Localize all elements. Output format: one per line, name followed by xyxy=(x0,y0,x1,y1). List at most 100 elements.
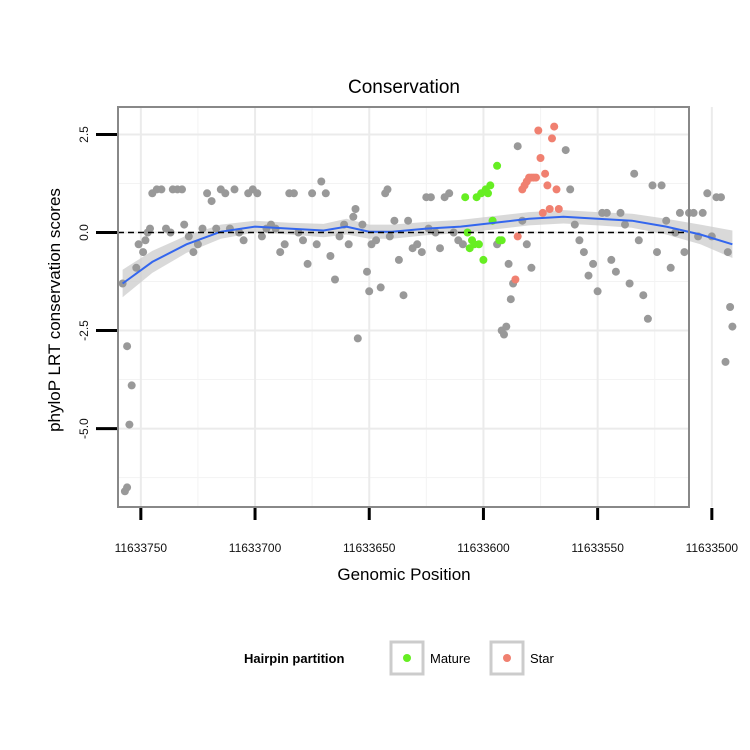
x-tick-label: 11633750 xyxy=(115,541,168,555)
x-axis-title: Genomic Position xyxy=(337,565,470,584)
legend-dot-mature xyxy=(403,654,411,662)
data-point-other xyxy=(657,181,666,190)
data-point-other xyxy=(125,420,134,429)
data-point-other xyxy=(417,248,426,257)
data-point-other xyxy=(372,236,381,245)
data-point-other xyxy=(689,208,698,217)
data-point-other xyxy=(621,220,629,229)
data-point-star xyxy=(532,173,540,182)
data-point-other xyxy=(390,216,399,225)
data-point-other xyxy=(643,314,652,323)
data-point-other xyxy=(123,483,132,492)
data-point-other xyxy=(139,248,148,257)
data-point-star xyxy=(543,181,552,190)
data-point-star xyxy=(536,154,545,162)
data-point-other xyxy=(157,185,166,194)
data-point-other xyxy=(198,224,207,233)
data-point-mature xyxy=(484,189,492,198)
data-point-other xyxy=(299,236,307,245)
x-tick-label: 11633700 xyxy=(229,541,282,555)
data-point-other xyxy=(671,228,680,237)
data-point-other xyxy=(506,295,515,304)
data-point-other xyxy=(344,240,353,249)
x-tick-label: 11633500 xyxy=(686,541,739,555)
data-point-other xyxy=(431,228,440,237)
data-point-other xyxy=(717,193,725,202)
data-point-mature xyxy=(479,255,488,264)
data-point-mature xyxy=(497,236,506,245)
data-point-other xyxy=(257,232,266,241)
chart-title: Conservation xyxy=(348,77,460,98)
data-point-other xyxy=(589,259,598,268)
data-point-other xyxy=(207,197,216,206)
data-point-other xyxy=(180,220,189,229)
data-point-other xyxy=(648,181,657,190)
data-point-other xyxy=(335,232,344,241)
y-axis-title: phyloP LRT conservation scores xyxy=(45,188,64,432)
data-point-other xyxy=(385,232,394,241)
data-point-other xyxy=(616,208,625,217)
data-point-other xyxy=(331,275,339,284)
data-point-other xyxy=(513,142,522,151)
data-point-other xyxy=(726,303,735,311)
data-point-other xyxy=(426,193,435,202)
legend: Hairpin partition Mature Star xyxy=(244,640,555,676)
data-point-star xyxy=(534,126,543,135)
data-point-other xyxy=(132,263,141,272)
data-point-mature xyxy=(461,193,470,202)
data-point-star xyxy=(538,208,547,217)
data-point-other xyxy=(317,177,326,186)
data-point-other xyxy=(570,220,579,229)
data-point-mature xyxy=(463,228,472,237)
data-point-other xyxy=(308,189,317,198)
legend-item-star: Star xyxy=(489,640,555,676)
data-point-star xyxy=(520,181,529,190)
data-point-other xyxy=(399,291,408,300)
data-point-star xyxy=(554,205,563,213)
data-point-other xyxy=(413,240,422,249)
data-point-mature xyxy=(470,240,479,249)
data-point-other xyxy=(212,224,221,233)
data-point-other xyxy=(625,279,634,288)
data-point-mature xyxy=(493,161,502,170)
data-point-other xyxy=(353,334,362,343)
data-point-other xyxy=(363,267,371,276)
smooth-trend-line xyxy=(122,215,733,285)
data-point-star xyxy=(552,185,561,194)
data-point-other xyxy=(358,220,367,229)
data-point-other xyxy=(634,236,643,245)
legend-label-star: Star xyxy=(530,651,555,666)
data-point-other xyxy=(280,240,289,249)
data-point-other xyxy=(146,224,154,233)
legend-label-mature: Mature xyxy=(430,651,470,666)
data-point-other xyxy=(502,322,511,331)
data-point-other xyxy=(662,216,671,225)
y-tick-label: 2.5 xyxy=(77,126,91,143)
plot-panel xyxy=(118,107,689,507)
data-point-other xyxy=(141,236,150,245)
data-point-other xyxy=(189,248,198,257)
data-point-other xyxy=(602,208,611,217)
data-point-other xyxy=(607,255,616,264)
data-point-other xyxy=(312,240,321,249)
data-point-other xyxy=(365,287,374,296)
data-point-other xyxy=(127,381,136,390)
data-point-other xyxy=(566,185,575,194)
data-point-other xyxy=(630,169,639,178)
data-point-other xyxy=(289,189,298,198)
plot-border xyxy=(117,106,690,508)
y-tick-label: 0.0 xyxy=(77,224,91,241)
data-point-other xyxy=(123,342,132,351)
data-point-other xyxy=(584,271,593,280)
data-point-other xyxy=(522,240,531,249)
data-point-star xyxy=(511,275,520,284)
data-point-other xyxy=(579,248,588,257)
data-point-other xyxy=(575,236,584,245)
data-point-other xyxy=(675,208,684,217)
legend-item-mature: Mature xyxy=(389,640,470,676)
data-point-other xyxy=(394,255,403,264)
data-point-other xyxy=(239,236,248,245)
legend-dot-star xyxy=(503,654,511,662)
y-tick-label: -5.0 xyxy=(77,418,91,439)
